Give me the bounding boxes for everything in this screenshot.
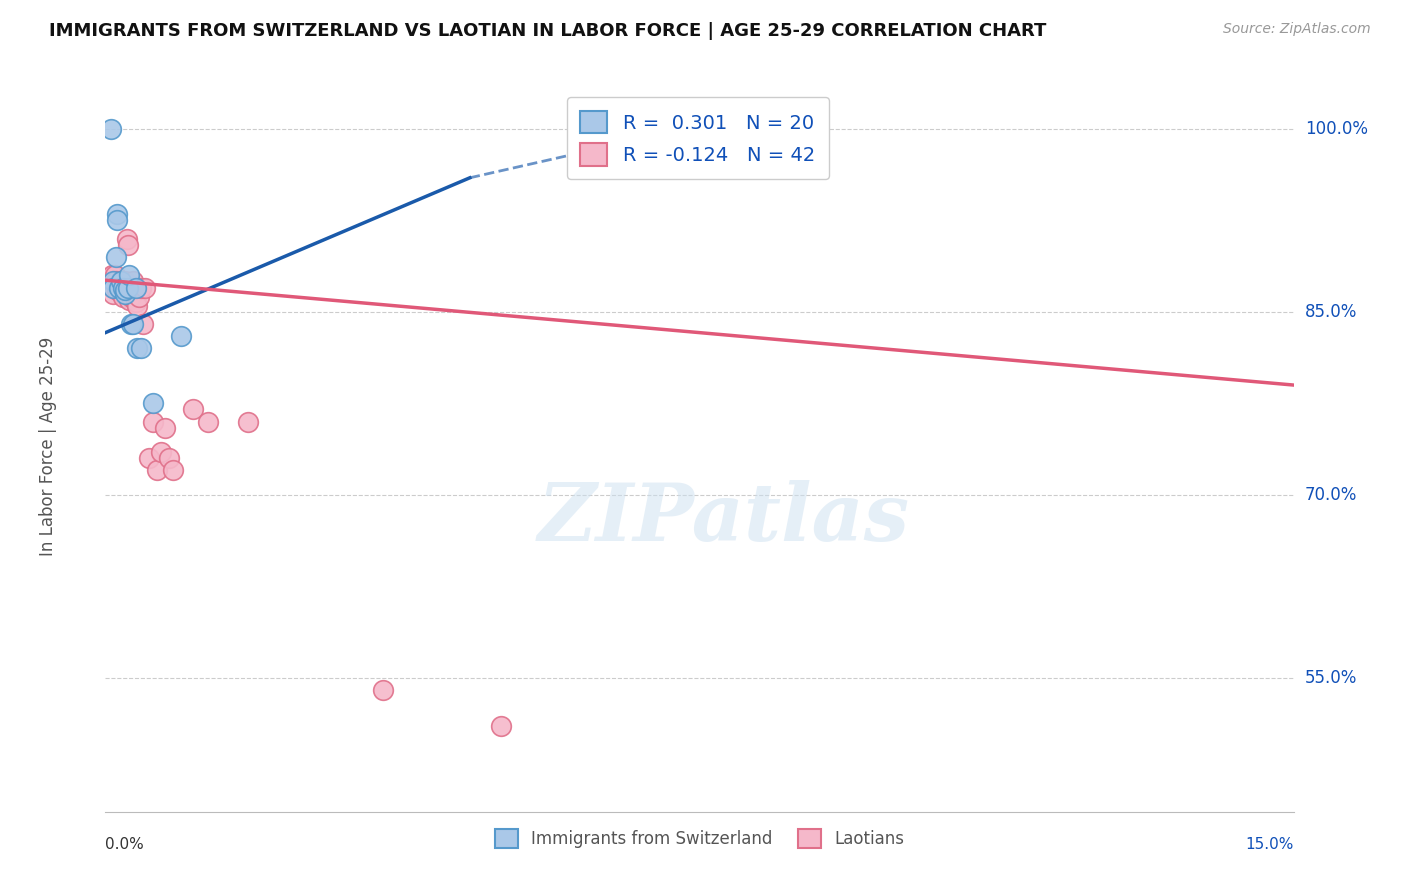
- Point: [124, 280, 146, 294]
- Point: [491, 719, 513, 733]
- Text: Source: ZipAtlas.com: Source: ZipAtlas.com: [1223, 22, 1371, 37]
- Point: [157, 451, 180, 466]
- Point: [111, 290, 134, 304]
- Point: [108, 280, 131, 294]
- Point: [117, 238, 139, 252]
- Point: [105, 207, 128, 221]
- Point: [104, 274, 127, 288]
- Point: [104, 268, 127, 283]
- Point: [111, 286, 134, 301]
- Text: 100.0%: 100.0%: [1305, 120, 1368, 138]
- Text: 85.0%: 85.0%: [1305, 303, 1357, 321]
- Point: [100, 278, 122, 293]
- Point: [371, 682, 394, 697]
- Point: [115, 232, 138, 246]
- Point: [105, 280, 128, 294]
- Text: In Labor Force | Age 25-29: In Labor Force | Age 25-29: [39, 336, 58, 556]
- Point: [100, 122, 122, 136]
- Point: [236, 415, 259, 429]
- Point: [142, 415, 165, 429]
- Point: [132, 317, 155, 331]
- Point: [181, 402, 204, 417]
- Text: 55.0%: 55.0%: [1305, 669, 1357, 687]
- Point: [197, 415, 219, 429]
- Point: [120, 317, 142, 331]
- Text: 15.0%: 15.0%: [1246, 837, 1294, 852]
- Point: [117, 283, 139, 297]
- Point: [108, 280, 131, 294]
- Point: [103, 286, 125, 301]
- Point: [124, 295, 146, 310]
- Text: IMMIGRANTS FROM SWITZERLAND VS LAOTIAN IN LABOR FORCE | AGE 25-29 CORRELATION CH: IMMIGRANTS FROM SWITZERLAND VS LAOTIAN I…: [49, 22, 1046, 40]
- Point: [105, 213, 128, 227]
- Point: [111, 280, 134, 294]
- Point: [110, 274, 132, 288]
- Point: [105, 283, 128, 297]
- Point: [149, 445, 172, 459]
- Point: [118, 293, 141, 307]
- Point: [146, 463, 169, 477]
- Point: [120, 290, 142, 304]
- Point: [98, 270, 121, 285]
- Point: [103, 274, 125, 288]
- Point: [114, 286, 136, 301]
- Point: [138, 451, 160, 466]
- Point: [103, 280, 125, 294]
- Point: [153, 421, 176, 435]
- Point: [122, 274, 145, 288]
- Point: [108, 274, 131, 288]
- Point: [117, 280, 139, 294]
- Text: 0.0%: 0.0%: [105, 837, 145, 852]
- Point: [114, 283, 136, 297]
- Point: [103, 280, 125, 294]
- Point: [170, 329, 193, 343]
- Point: [122, 317, 145, 331]
- Point: [110, 280, 132, 294]
- Text: ZIPatlas: ZIPatlas: [537, 481, 910, 558]
- Point: [114, 274, 136, 288]
- Point: [142, 396, 165, 410]
- Point: [118, 268, 141, 283]
- Point: [101, 268, 124, 283]
- Point: [124, 280, 146, 294]
- Point: [114, 280, 136, 294]
- Point: [129, 342, 152, 356]
- Point: [127, 342, 149, 356]
- Point: [162, 463, 184, 477]
- Legend: Immigrants from Switzerland, Laotians: Immigrants from Switzerland, Laotians: [488, 822, 911, 855]
- Point: [104, 250, 127, 264]
- Point: [134, 280, 156, 294]
- Text: 70.0%: 70.0%: [1305, 486, 1357, 504]
- Point: [129, 280, 152, 294]
- Point: [114, 283, 136, 297]
- Point: [128, 290, 150, 304]
- Point: [127, 299, 149, 313]
